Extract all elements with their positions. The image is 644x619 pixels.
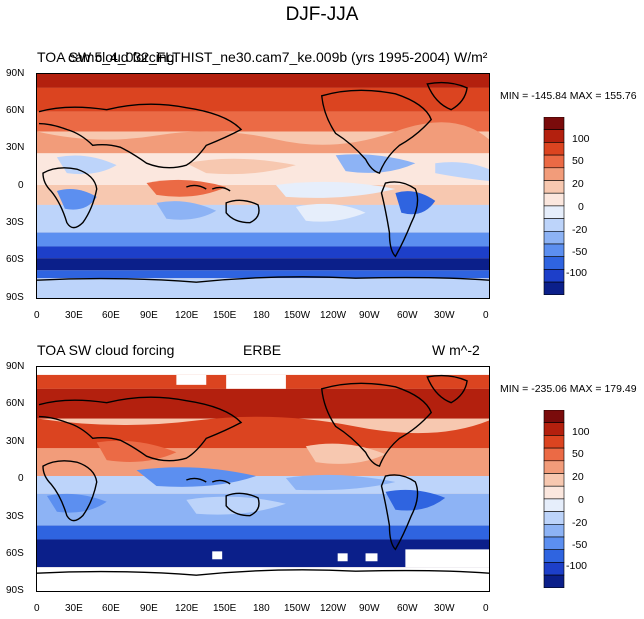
panel-1-map bbox=[36, 73, 490, 299]
panel-1-lon-label: 90E bbox=[140, 310, 158, 321]
panel-2-lat-label: 60N bbox=[6, 398, 25, 409]
panel-1-lon-label: 150W bbox=[284, 310, 311, 321]
panel-1-lat-label: 30S bbox=[6, 217, 24, 228]
panel-2-colorbar-label: -100 bbox=[566, 560, 587, 572]
panel-2-lat-label: 30S bbox=[6, 511, 24, 522]
panel-1-lat-label: 60S bbox=[6, 254, 24, 265]
panel-1-minmax: MIN = -145.84 MAX = 155.76 bbox=[500, 90, 637, 102]
panel-2-colorbar-label: 0 bbox=[578, 494, 584, 506]
panel-1-colorbar-label: 20 bbox=[572, 178, 584, 190]
panel-1-lat-label: 30N bbox=[6, 142, 25, 153]
panel-2-lat-label: 0 bbox=[18, 473, 24, 484]
panel-2-map bbox=[36, 366, 490, 592]
panel-2-lat-label: 90N bbox=[6, 361, 25, 372]
panel-1-lon-label: 30W bbox=[434, 310, 455, 321]
panel-2-lon-label: 30W bbox=[434, 603, 455, 614]
panel-1-colorbar-label: 50 bbox=[572, 155, 584, 167]
panel-2-lon-label: 180 bbox=[253, 603, 270, 614]
panel-1-colorbar-label: -20 bbox=[572, 224, 587, 236]
panel-1-colorbar-label: -100 bbox=[566, 267, 587, 279]
panel-2-lon-label: 0 bbox=[483, 603, 489, 614]
panel-2-lon-label: 30E bbox=[65, 603, 83, 614]
panel-2-left-title: TOA SW cloud forcing bbox=[37, 342, 175, 358]
panel-2-lat-label: 60S bbox=[6, 548, 24, 559]
panel-2-minmax: MIN = -235.06 MAX = 179.49 bbox=[500, 383, 637, 395]
panel-1-colorbar-label: -50 bbox=[572, 246, 587, 258]
panel-1-lat-label: 90S bbox=[6, 292, 24, 303]
panel-1-colorbar: 100 50 20 0 -20 -50 -100 bbox=[543, 117, 590, 295]
panel-1-field bbox=[37, 74, 489, 298]
panel-2-lon-label: 150E bbox=[213, 603, 237, 614]
panel-1-lon-label: 30E bbox=[65, 310, 83, 321]
panel-2-colorbar-label: 100 bbox=[572, 426, 590, 438]
panel-1-lat-label: 60N bbox=[6, 105, 25, 116]
panel-2-lon-label: 90W bbox=[359, 603, 380, 614]
panel-1-lon-label: 180 bbox=[253, 310, 270, 321]
panel-1-left-title: TOA SW cloud forcing bbox=[37, 49, 175, 65]
panel-2-lon-label: 60E bbox=[102, 603, 120, 614]
panel-1-lon-label: 90W bbox=[359, 310, 380, 321]
panel-1-lon-label: 0 bbox=[483, 310, 489, 321]
panel-1-units: W/m² bbox=[454, 49, 488, 65]
panel-1-lon-label: 120E bbox=[175, 310, 199, 321]
panel-1-lat-label: 90N bbox=[6, 68, 25, 79]
panel-1-colorbar-label: 0 bbox=[578, 201, 584, 213]
panel-2-lon-label: 90E bbox=[140, 603, 158, 614]
panel-2-colorbar-swatches bbox=[543, 410, 565, 588]
panel-2-colorbar-label: -50 bbox=[572, 539, 587, 551]
panel-2-lon-label: 150W bbox=[284, 603, 311, 614]
panel-2-lon-label: 120W bbox=[320, 603, 347, 614]
panel-1-lon-label: 0 bbox=[34, 310, 40, 321]
panel-1-lon-label: 120W bbox=[320, 310, 347, 321]
panel-2-lon-label: 60W bbox=[397, 603, 418, 614]
panel-1-colorbar-swatches bbox=[543, 117, 565, 295]
panel-2-colorbar-label: 20 bbox=[572, 471, 584, 483]
panel-2-lat-label: 90S bbox=[6, 585, 24, 596]
page-title: DJF-JJA bbox=[285, 4, 359, 25]
panel-2-lat-label: 30N bbox=[6, 436, 25, 447]
panel-2-colorbar: 100 50 20 0 -20 -50 -100 bbox=[543, 410, 590, 588]
panel-1-colorbar-label: 100 bbox=[572, 133, 590, 145]
panel-2-colorbar-label: 50 bbox=[572, 448, 584, 460]
panel-1-center-title: cam5_4_032_FLTHIST_ne30.cam7_ke.009b (yr… bbox=[68, 49, 450, 65]
panel-2-lon-label: 0 bbox=[34, 603, 40, 614]
panel-2-field bbox=[37, 367, 489, 591]
panel-1-lat-label: 0 bbox=[18, 180, 24, 191]
panel-2-center-title: ERBE bbox=[243, 342, 282, 358]
panel-1-lon-label: 60W bbox=[397, 310, 418, 321]
panel-2-lon-label: 120E bbox=[175, 603, 199, 614]
panel-1-lon-label: 150E bbox=[213, 310, 237, 321]
panel-1-lon-label: 60E bbox=[102, 310, 120, 321]
panel-2-colorbar-label: -20 bbox=[572, 517, 587, 529]
panel-2-units: W m^-2 bbox=[432, 342, 480, 358]
